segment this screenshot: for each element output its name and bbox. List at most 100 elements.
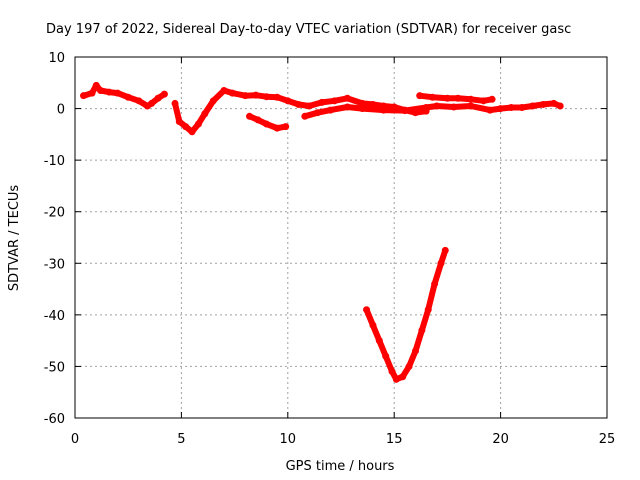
data-point (388, 368, 396, 376)
data-point (507, 104, 515, 112)
data-point (405, 362, 413, 370)
x-tick-label: 15 (386, 432, 403, 447)
data-point (254, 116, 262, 124)
data-point (194, 120, 202, 128)
data-point (539, 100, 547, 108)
data-point (148, 99, 156, 107)
data-point (369, 321, 377, 329)
data-point (171, 99, 179, 107)
data-point (97, 87, 105, 95)
x-tick-label: 10 (280, 432, 297, 447)
data-point (399, 373, 407, 381)
data-point (424, 306, 432, 314)
data-point (331, 97, 339, 105)
x-tick-label: 25 (599, 432, 616, 447)
series-arc-3 (245, 112, 290, 132)
y-tick-label: -40 (44, 309, 65, 324)
data-point (497, 105, 505, 113)
data-point (375, 337, 383, 345)
data-point (450, 103, 458, 111)
data-point (160, 90, 168, 98)
data-point (454, 94, 462, 102)
data-point (486, 106, 494, 114)
data-point (305, 102, 313, 110)
data-point (467, 95, 475, 103)
data-point (92, 81, 100, 89)
chart-title: Day 197 of 2022, Sidereal Day-to-day VTE… (46, 22, 571, 37)
data-point (369, 100, 377, 108)
x-tick-label: 5 (177, 432, 185, 447)
data-point (480, 97, 488, 105)
x-axis-label: GPS time / hours (286, 459, 395, 474)
data-point (363, 306, 371, 314)
data-point (529, 102, 537, 110)
data-point (556, 102, 564, 110)
data-point (343, 94, 351, 102)
x-tick-label: 0 (71, 432, 79, 447)
data-point (263, 120, 271, 128)
data-point (443, 94, 451, 102)
data-point (245, 112, 253, 120)
series-arc-1 (80, 81, 168, 110)
data-point (401, 107, 409, 115)
data-point (124, 93, 132, 101)
data-point (318, 98, 326, 106)
y-tick-label: -50 (44, 360, 65, 375)
y-tick-label: -60 (44, 412, 65, 427)
data-point (314, 109, 322, 117)
data-point (392, 375, 400, 383)
data-point (301, 112, 309, 120)
data-point (228, 89, 236, 97)
data-point (411, 347, 419, 355)
data-point (284, 97, 292, 105)
data-point (241, 92, 249, 100)
data-point (294, 100, 302, 108)
data-point (135, 97, 143, 105)
data-point (343, 103, 351, 111)
data-point (358, 105, 366, 113)
data-point (488, 95, 496, 103)
data-point (252, 91, 260, 99)
data-point (358, 99, 366, 107)
data-point (175, 117, 183, 125)
data-point (273, 124, 281, 132)
data-point (182, 123, 190, 131)
data-point (154, 94, 162, 102)
data-point (550, 99, 558, 107)
y-axis-label: SDTVAR / TECUs (7, 185, 22, 292)
data-point (80, 92, 88, 100)
data-point (263, 93, 271, 101)
series-arc-5 (416, 92, 496, 105)
series-arc-2 (171, 87, 430, 136)
data-point (209, 97, 217, 105)
data-point (273, 93, 281, 101)
data-point (429, 93, 437, 101)
data-point (422, 104, 430, 112)
data-point (326, 106, 334, 114)
y-tick-label: 10 (48, 51, 65, 66)
data-point (433, 102, 441, 110)
data-point (114, 89, 122, 97)
data-point (105, 88, 113, 96)
data-series (80, 81, 564, 383)
series-arc-6 (363, 246, 449, 383)
axis-ticks: 0 5 10 15 20 25 10 0 -10 -20 -30 -40 -50 -60 (44, 51, 616, 447)
data-point (518, 104, 526, 112)
y-tick-label: 0 (57, 103, 65, 118)
series-arc-4 (301, 99, 564, 120)
data-point (382, 352, 390, 360)
data-point (431, 280, 439, 288)
data-point (188, 128, 196, 136)
data-point (441, 246, 449, 254)
y-tick-label: -20 (44, 206, 65, 221)
data-point (88, 89, 96, 97)
data-point (416, 92, 424, 100)
plot-frame (74, 56, 608, 419)
data-point (220, 87, 228, 95)
data-point (282, 123, 290, 131)
data-point (437, 259, 445, 267)
data-point (467, 102, 475, 110)
x-tick-label: 20 (492, 432, 509, 447)
